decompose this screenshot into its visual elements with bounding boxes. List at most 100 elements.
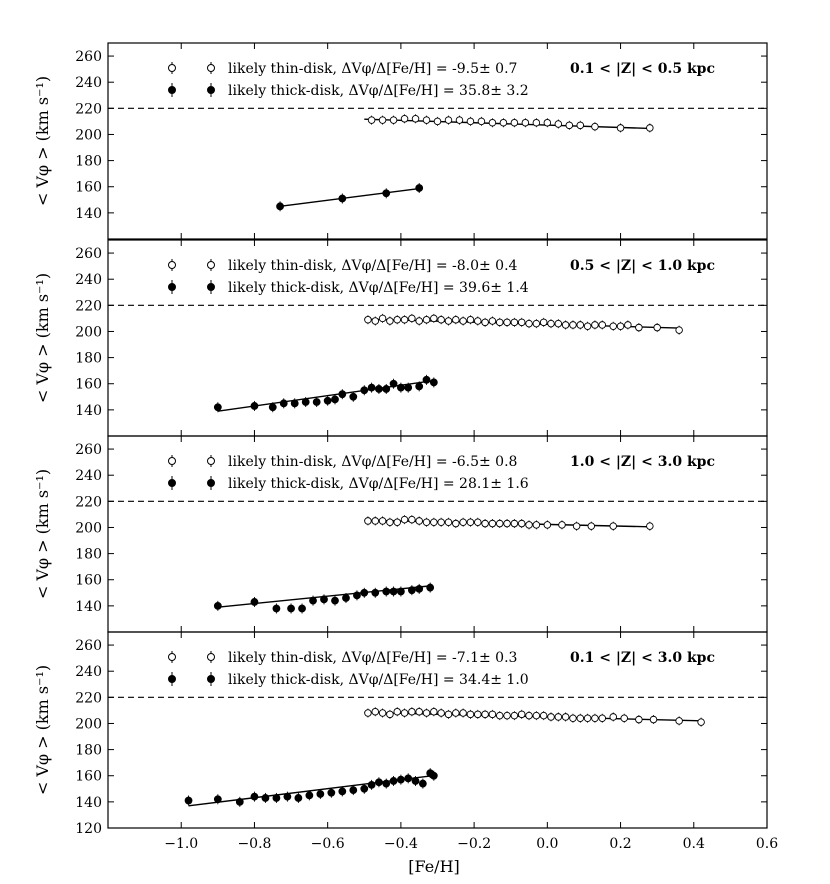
thick-disk-point — [360, 588, 369, 597]
thick-disk-point — [353, 591, 361, 600]
thin-disk-point — [444, 518, 453, 526]
y-tick-label: 200 — [75, 127, 102, 143]
y-tick-label: 240 — [75, 75, 102, 91]
thin-disk-point — [598, 321, 607, 329]
thin-disk-point — [422, 116, 431, 124]
thin-disk-point — [510, 118, 519, 127]
thick-disk-point — [290, 399, 299, 408]
thin-disk-point — [378, 517, 387, 525]
thin-disk-point — [495, 519, 504, 528]
thin-disk-point — [587, 522, 596, 530]
thick-disk-point — [272, 794, 281, 802]
x-tick-label: −1.0 — [164, 836, 198, 852]
thin-disk-point — [488, 118, 497, 127]
thin-disk-point — [422, 518, 431, 526]
thick-disk-point — [382, 189, 391, 198]
thick-disk-point — [250, 402, 259, 410]
thin-disk-point — [495, 711, 504, 720]
thick-disk-point — [316, 790, 325, 798]
thin-disk-point — [411, 115, 420, 123]
legend-marker-thin — [168, 64, 176, 72]
thin-disk-point — [364, 315, 372, 324]
thin-disk-point — [532, 711, 541, 720]
thin-disk-point — [517, 318, 526, 327]
thick-disk-point — [375, 778, 383, 787]
thin-disk-point — [477, 117, 486, 126]
thin-disk-point — [598, 714, 607, 722]
x-tick-label: 0.4 — [683, 836, 705, 852]
thin-disk-point — [576, 714, 585, 722]
x-tick-label: 0.0 — [536, 836, 558, 852]
thick-disk-point — [404, 383, 413, 392]
thin-disk-point — [616, 322, 625, 330]
legend-thin-label: likely thin-disk, ΔVφ/Δ[Fe/H] = -7.1± 0.… — [228, 650, 517, 666]
thin-disk-point — [532, 521, 541, 529]
thin-disk-point — [408, 515, 416, 524]
thin-disk-point — [466, 710, 475, 719]
thin-disk-point — [525, 319, 533, 328]
thin-disk-point — [532, 118, 541, 127]
thin-fit-line — [364, 118, 650, 130]
thick-disk-point — [320, 595, 328, 604]
thin-disk-point — [415, 517, 423, 525]
thick-disk-point — [349, 786, 358, 795]
panels: 140 160 180 200 220 240 260 < Vφ > (km s⁻¹) like… — [33, 42, 778, 852]
thin-disk-point — [554, 319, 563, 328]
thin-disk-point — [525, 711, 533, 720]
x-tick-label: 0.2 — [609, 836, 631, 852]
thin-disk-point — [466, 315, 475, 324]
thin-disk-point — [430, 707, 438, 716]
thin-disk-point — [591, 321, 599, 329]
y-axis-label: < Vφ > (km s⁻¹) — [33, 76, 52, 206]
legend-marker-thick — [168, 479, 176, 487]
thin-disk-point — [543, 521, 552, 529]
y-tick-label: 180 — [75, 547, 102, 563]
thin-disk-point — [415, 707, 423, 716]
thin-disk-point — [393, 518, 401, 526]
thin-disk-point — [444, 710, 453, 719]
thick-disk-point — [407, 586, 416, 595]
thin-disk-point — [675, 717, 683, 725]
thick-disk-point — [213, 403, 222, 412]
legend-marker-thin — [207, 64, 215, 72]
y-tick-label: 140 — [75, 599, 102, 615]
thin-disk-point — [481, 318, 489, 327]
thick-disk-point — [250, 792, 259, 801]
y-tick-label: 240 — [75, 468, 102, 484]
y-tick-label: 220 — [75, 101, 102, 117]
thick-disk-point — [415, 382, 424, 391]
thin-disk-point — [481, 710, 489, 719]
thin-disk-point — [539, 318, 548, 327]
thin-disk-point — [572, 522, 581, 530]
thin-disk-point — [576, 321, 585, 329]
thick-disk-point — [342, 594, 350, 602]
thin-disk-point — [517, 710, 526, 719]
thin-disk-point — [371, 317, 380, 325]
thin-disk-point — [583, 714, 592, 722]
thick-disk-point — [338, 787, 347, 796]
thin-disk-point — [386, 710, 394, 719]
thin-disk-point — [408, 314, 416, 323]
thin-disk-point — [532, 319, 541, 328]
thin-disk-point — [459, 709, 467, 717]
thick-disk-point — [338, 194, 347, 203]
y-tick-label: 140 — [75, 403, 102, 419]
legend-marker-thin — [207, 457, 215, 465]
thin-disk-point — [437, 709, 445, 717]
thick-disk-point — [396, 775, 405, 784]
y-tick-label: 140 — [75, 795, 102, 811]
z-range-label: 0.1 < |Z| < 3.0 kpc — [570, 650, 715, 666]
thin-disk-point — [503, 711, 511, 720]
thin-disk-point — [503, 318, 511, 327]
thin-disk-point — [437, 315, 445, 324]
thick-disk-point — [426, 583, 435, 592]
y-tick-label: 260 — [75, 246, 102, 262]
thin-disk-point — [510, 318, 519, 327]
thin-disk-point — [558, 521, 566, 529]
thin-disk-point — [649, 715, 658, 724]
panel-2: 140 160 180 200 220 240 260 < Vφ > (km s⁻¹) like… — [33, 239, 768, 437]
thin-disk-point — [474, 317, 482, 325]
thin-disk-point — [591, 122, 599, 131]
thin-disk-point — [525, 521, 533, 529]
